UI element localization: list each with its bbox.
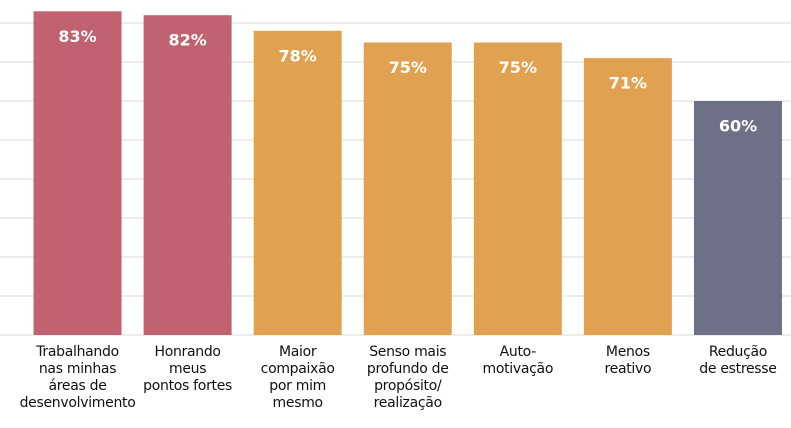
- x-tick-label: Menos reativo: [604, 344, 652, 377]
- x-tick-label: Maior compaixão por mim mesmo: [260, 344, 335, 411]
- value-label: 78%: [279, 46, 317, 65]
- x-tick-label: Redução de estresse: [699, 344, 777, 377]
- x-tick-label: Senso mais profundo de propósito/ realiz…: [366, 344, 449, 411]
- value-label: 75%: [499, 58, 537, 77]
- value-label: 71%: [609, 74, 647, 93]
- value-label: 75%: [389, 58, 427, 77]
- x-tick-label: Auto- motivação: [482, 344, 554, 377]
- x-tick-label: Honrando meus pontos fortes: [143, 344, 233, 394]
- x-tick-label: Trabalhando nas minhas áreas de desenvol…: [19, 344, 136, 411]
- bar: [143, 15, 232, 335]
- value-label: 83%: [58, 27, 96, 46]
- bar: [693, 101, 782, 335]
- bar: [253, 30, 342, 336]
- bar: [363, 42, 452, 335]
- bar: [473, 42, 562, 335]
- value-label: 82%: [168, 31, 206, 50]
- bar: [33, 11, 122, 336]
- bar: [583, 58, 672, 335]
- value-label: 60%: [719, 117, 757, 136]
